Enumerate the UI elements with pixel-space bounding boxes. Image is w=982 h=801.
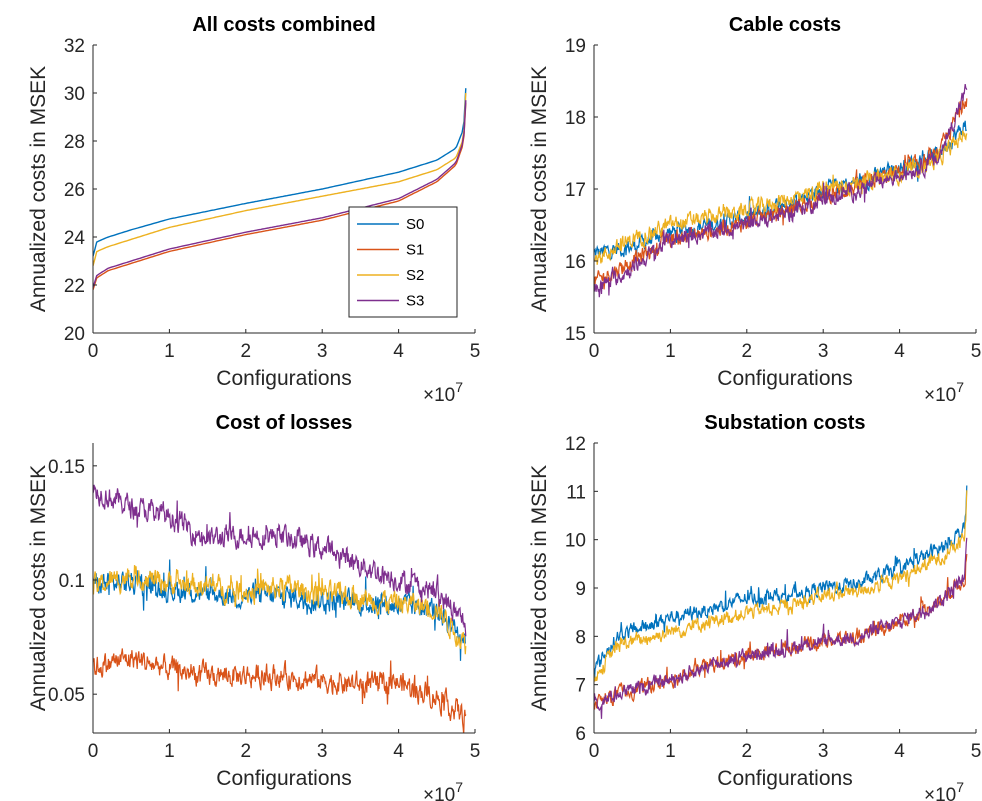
x-tick-label: 1 [164, 341, 175, 362]
x-tick-label: 0 [589, 741, 600, 762]
y-tick-label: 17 [565, 180, 586, 201]
legend-label: S1 [406, 242, 424, 259]
y-tick-label: 28 [64, 132, 85, 153]
series-line-S3 [93, 484, 467, 637]
y-axis-label: Annualized costs in MSEK [528, 66, 551, 312]
y-axis-label: Annualized costs in MSEK [27, 66, 50, 312]
chart-panel-1: 0 1 2 3 4 5 20 22 24 26 28 30 32 All costs combined Co… [27, 14, 480, 406]
y-tick-label: 8 [575, 627, 586, 648]
y-tick-label: 0.05 [48, 685, 85, 706]
x-axis-label: Configurations [717, 367, 852, 390]
y-tick-label: 6 [575, 724, 586, 745]
chart-panel-2: 0 1 2 3 4 5 15 16 17 18 19 Cable costs Configuration… [528, 14, 981, 406]
series-line-S3 [594, 537, 968, 719]
series-line-S2 [594, 490, 968, 682]
y-axis-label: Annualized costs in MSEK [27, 465, 50, 711]
series-line-S3 [594, 84, 968, 298]
chart-title: Substation costs [704, 412, 865, 434]
legend-box [348, 206, 458, 318]
series-group [93, 88, 467, 291]
x-tick-label: 0 [589, 341, 600, 362]
y-tick-label: 24 [64, 228, 86, 249]
y-tick-label: 7 [575, 676, 586, 697]
y-tick-label: 0.1 [59, 571, 85, 592]
x-tick-label: 4 [393, 341, 404, 362]
x-tick-label: 4 [894, 741, 905, 762]
series-line-S1 [93, 102, 467, 291]
chart-title: Cable costs [729, 14, 841, 36]
series-line-S2 [93, 564, 467, 655]
x-tick-label: 2 [241, 341, 252, 362]
legend-label: S0 [406, 216, 424, 233]
y-tick-label: 15 [565, 324, 586, 345]
x-tick-label: 5 [470, 741, 481, 762]
x-tick-label: 4 [894, 341, 905, 362]
x-axis-label: Configurations [717, 767, 852, 790]
series-group [93, 484, 467, 733]
x-tick-label: 3 [818, 741, 829, 762]
x-multiplier: ×107 [924, 379, 964, 406]
y-tick-label: 0.15 [48, 457, 85, 478]
chart-panel-3: 0 1 2 3 4 5 0.05 0.1 0.15 Cost of losses Configura… [27, 412, 480, 801]
x-tick-label: 2 [241, 741, 252, 762]
x-tick-label: 1 [665, 741, 676, 762]
y-tick-label: 10 [565, 531, 586, 552]
x-tick-label: 0 [88, 741, 99, 762]
series-group [594, 84, 968, 298]
series-line-S0 [93, 88, 467, 257]
x-tick-label: 1 [665, 341, 676, 362]
legend: S0 S1 S2 S3 [348, 206, 458, 318]
y-tick-label: 30 [64, 84, 85, 105]
x-multiplier: ×107 [924, 779, 964, 801]
x-tick-label: 3 [317, 741, 328, 762]
chart-title: All costs combined [192, 14, 375, 36]
x-tick-label: 2 [742, 741, 753, 762]
x-multiplier: ×107 [423, 379, 463, 406]
legend-label: S2 [406, 267, 424, 284]
y-tick-label: 12 [565, 434, 586, 455]
series-line-S1 [594, 98, 968, 290]
y-tick-label: 22 [64, 276, 85, 297]
x-tick-label: 1 [164, 741, 175, 762]
y-tick-label: 18 [565, 108, 586, 129]
y-tick-label: 16 [565, 252, 586, 273]
series-line-S0 [594, 120, 967, 261]
x-tick-label: 5 [971, 341, 982, 362]
y-tick-label: 19 [565, 36, 586, 57]
x-tick-label: 3 [818, 341, 829, 362]
legend-label: S3 [406, 293, 424, 310]
y-tick-label: 11 [566, 482, 586, 503]
x-tick-label: 4 [393, 741, 404, 762]
x-multiplier: ×107 [423, 779, 463, 801]
y-tick-label: 20 [64, 324, 85, 345]
series-line-S1 [93, 648, 467, 733]
series-line-S2 [93, 92, 467, 266]
series-line-S0 [93, 559, 467, 661]
x-tick-label: 2 [742, 341, 753, 362]
x-tick-label: 5 [971, 741, 982, 762]
y-tick-label: 32 [64, 36, 85, 57]
x-tick-label: 3 [317, 341, 328, 362]
x-tick-label: 5 [470, 341, 481, 362]
y-axis-label: Annualized costs in MSEK [528, 465, 551, 711]
series-group [594, 485, 968, 719]
x-axis-label: Configurations [216, 367, 351, 390]
x-axis-label: Configurations [216, 767, 351, 790]
chart-title: Cost of losses [216, 412, 353, 434]
y-tick-label: 9 [575, 579, 586, 600]
y-tick-label: 26 [64, 180, 85, 201]
series-line-S3 [93, 100, 467, 288]
series-line-S2 [594, 130, 968, 265]
x-tick-label: 0 [88, 341, 99, 362]
